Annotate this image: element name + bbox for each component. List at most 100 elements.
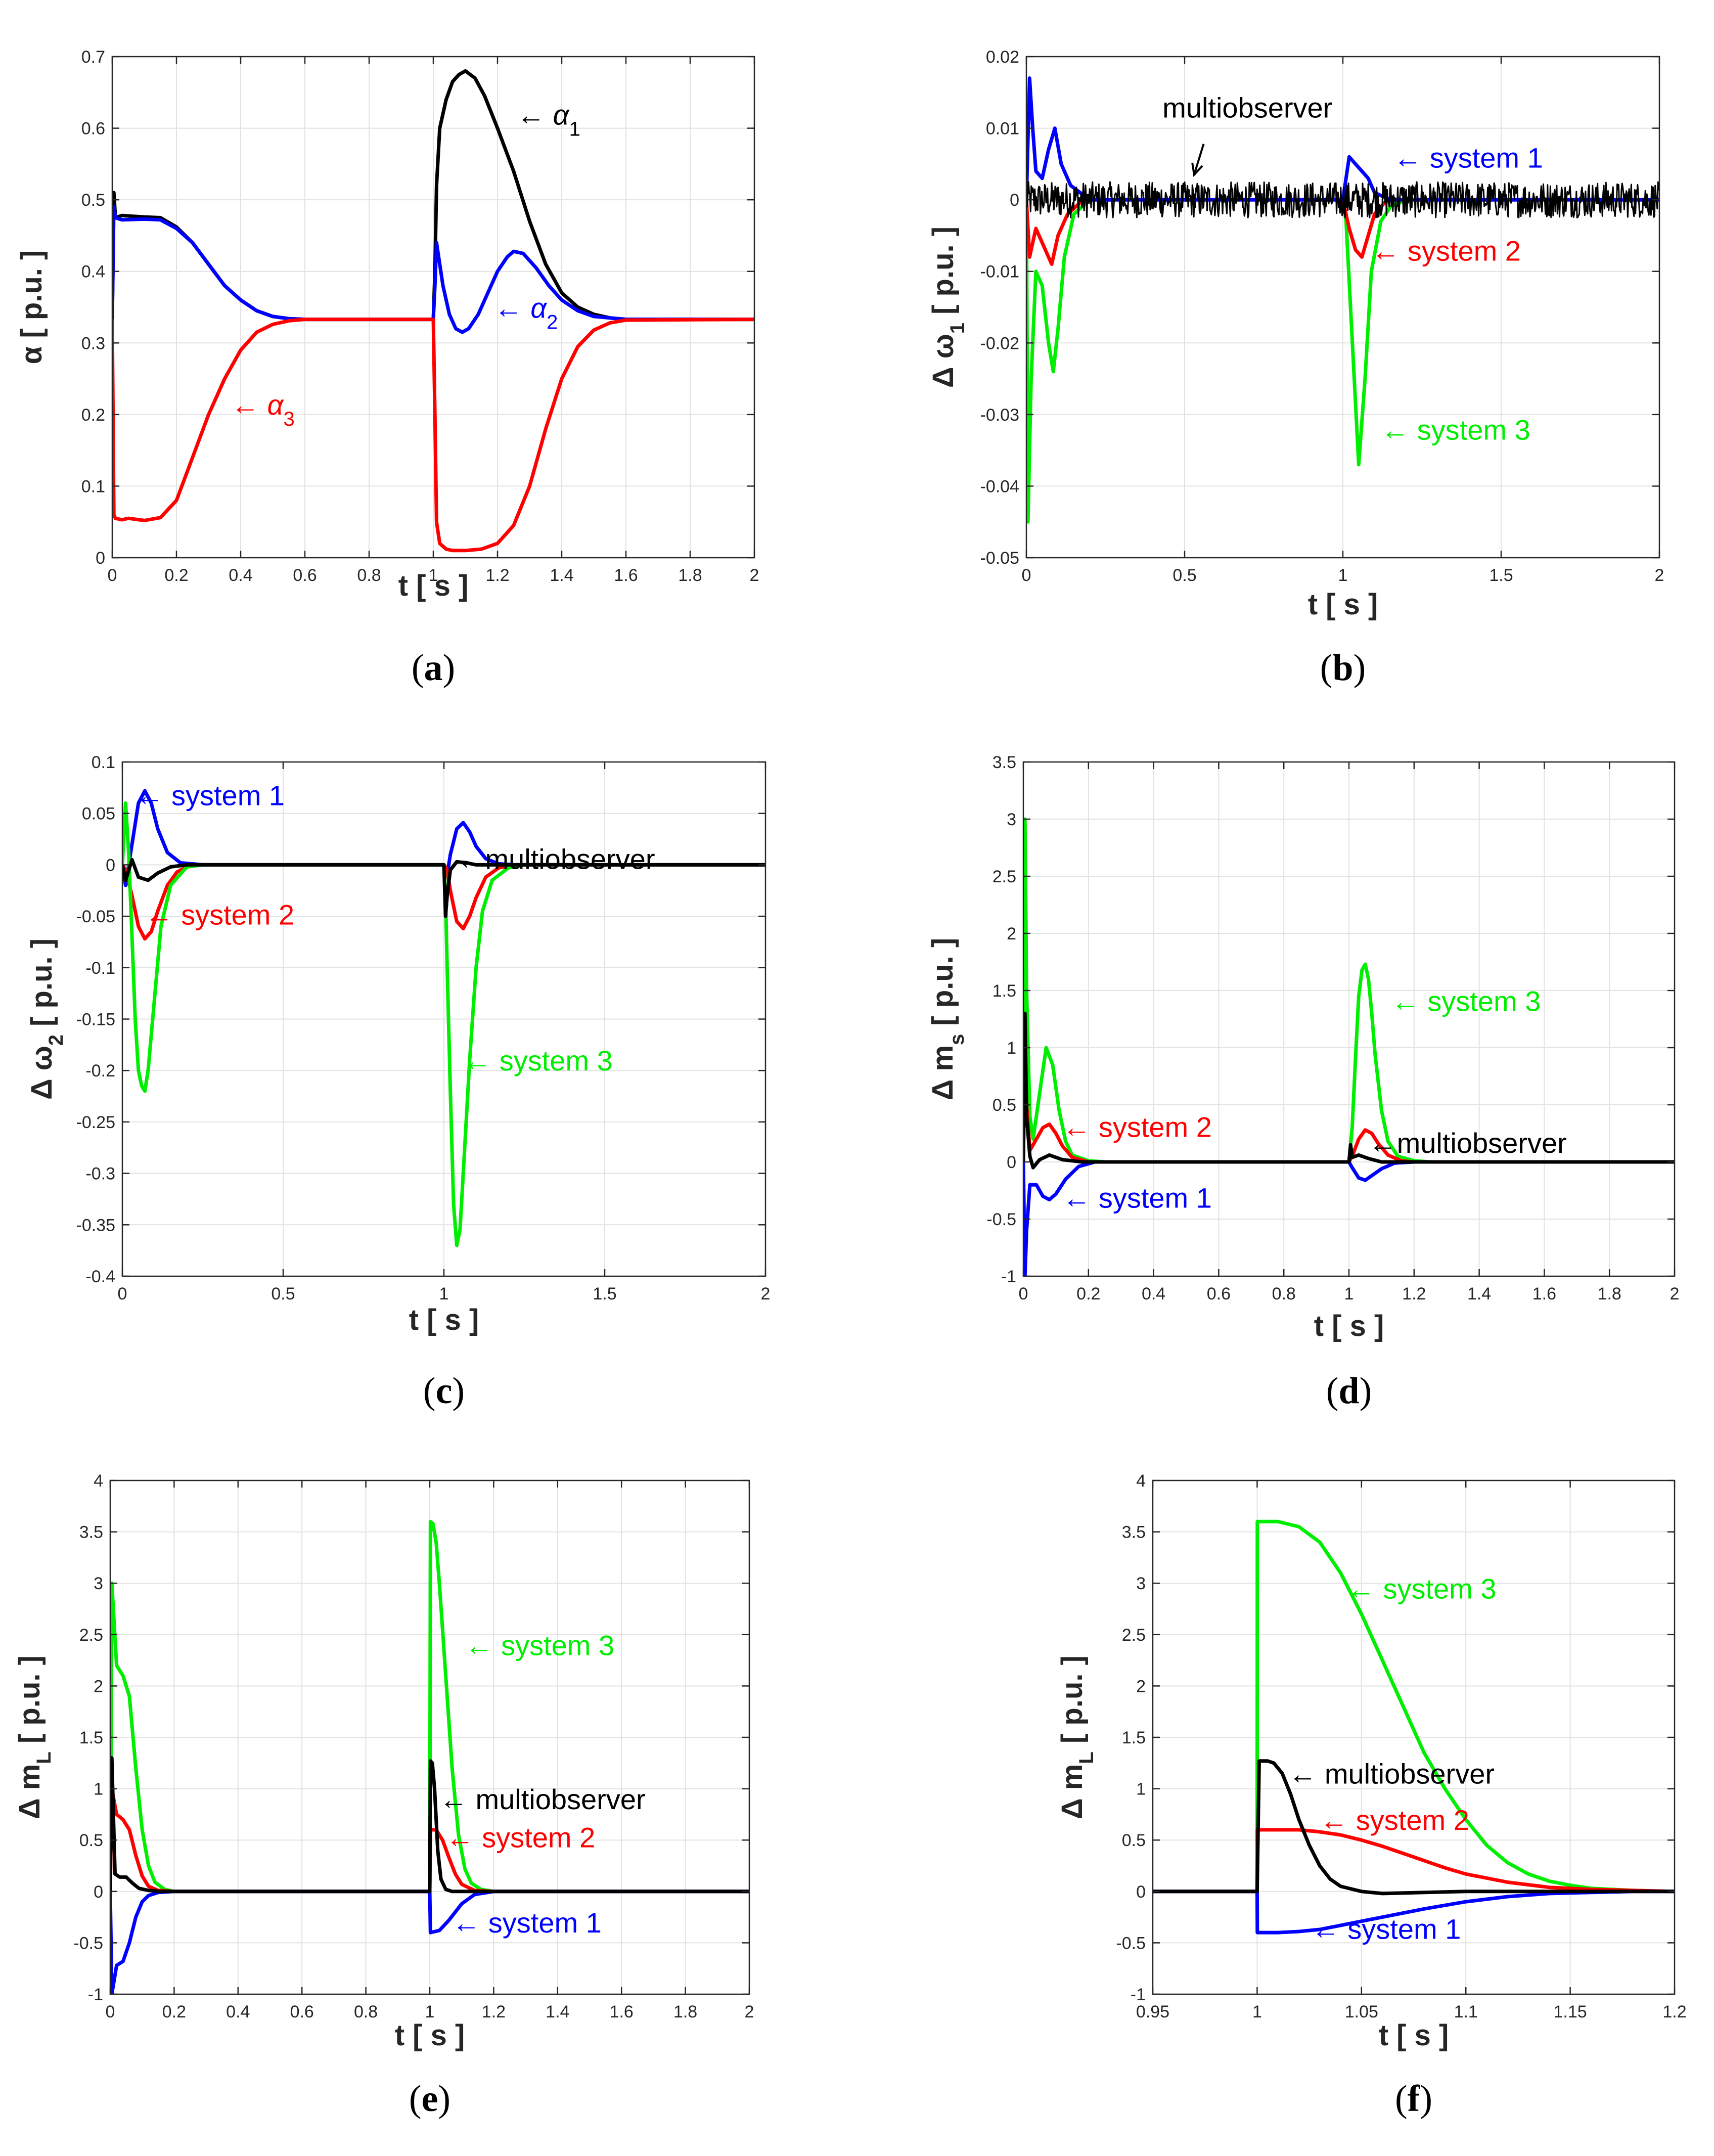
series-line-system-2 [1153,1828,1675,1894]
panel-caption: (c) [423,1370,465,1412]
series-line-multiobserver [1023,1011,1675,1170]
y-tick-label: -0.1 [85,959,115,978]
annotation-label: ← system 1 [1062,1182,1212,1214]
panel-f: 0.95 1 1.05 1.1 1.15 1.2 -1 -0.5 0 0.5 1 1.5 2 2.5 3 3.… [1056,1471,1687,2120]
x-tick-label: 2 [761,1284,771,1304]
panel-e: 0 0.2 0.4 0.6 0.8 1 1.2 1.4 1.6 1.8 2 -1 -0.5 0 0.5 1 1.… [13,1471,754,2120]
x-tick-label: 1.1 [1454,2002,1478,2022]
x-tick-label: 2 [1655,566,1664,585]
y-axis-label: Δ mL [ p.u. ] [13,1655,55,1819]
series-line-system-3 [1153,1519,1675,1894]
y-tick-label: -0.02 [980,334,1020,353]
x-tick-label: 0.8 [354,2002,378,2022]
y-tick-label: 4 [94,1471,103,1491]
y-tick-label: -0.5 [1116,1934,1146,1953]
y-tick-label: 0 [1136,1882,1146,1902]
y-tick-label: 3.5 [1122,1523,1146,1542]
y-tick-label: -1 [88,1985,103,2004]
panel-caption: (d) [1326,1370,1372,1412]
y-tick-label: -0.5 [73,1934,103,1953]
x-tick-label: 0.4 [229,566,252,585]
y-tick-label: -0.04 [980,477,1020,496]
y-tick-label: 0.05 [82,804,115,824]
x-tick-label: 1.4 [550,566,573,585]
y-tick-label: -0.35 [76,1216,116,1235]
y-tick-label: 1.5 [1122,1728,1146,1747]
annotation-label: ← system 1 [452,1907,602,1939]
annotation-label: ← system 2 [1320,1804,1469,1836]
x-tick-label: 0.6 [293,566,317,585]
annotation-arrowhead [1191,162,1203,177]
series-line-multiobserver [122,858,765,918]
annotation-label: ←multiobserver [1369,1127,1567,1159]
annotation-label: ← system 3 [463,1045,613,1076]
series-line-system-1 [1023,1160,1675,1276]
x-tick-label: 1.6 [1532,1284,1556,1304]
annotation-label: ← system 2 [1062,1111,1212,1143]
x-tick-label: 0.6 [1207,1284,1231,1304]
x-tick-label: 0 [1019,1284,1028,1304]
series-line-multiobserver [1026,181,1659,218]
y-tick-label: 0 [94,1882,103,1902]
series-line-α3 [112,318,754,553]
y-axis-label: Δ ω2 [ p.u. ] [25,938,67,1100]
y-axis-label: Δ ms [ p.u. ] [926,938,968,1101]
x-tick-label: 0.4 [1142,1284,1165,1304]
series-group [110,1519,749,1994]
y-tick-label: 2 [94,1677,103,1696]
annotation-label: ← system 2 [145,899,295,930]
x-tick-label: 1.2 [485,566,509,585]
x-axis-label: t [ s ] [1308,588,1378,621]
y-tick-label: 0.6 [81,119,105,139]
x-axis-label: t [ s ] [1314,1310,1384,1342]
annotation-label: ← multiobserver [439,1783,646,1815]
panel-a: 0 0.2 0.4 0.6 0.8 1 1.2 1.4 1.6 1.8 2 0 0.1 0.2 0.3 0.4… [15,48,759,689]
annotation-label: ←multiobserver [457,843,655,875]
annotation-arrow [1193,144,1205,175]
annotation-label: ← system 1 [1312,1913,1461,1945]
series-line-α2 [112,205,754,334]
y-axis-label: Δ ω1 [ p.u. ] [927,227,969,388]
y-tick-label: 1.5 [79,1728,103,1747]
y-tick-label: 3 [94,1574,103,1593]
y-tick-label: 1.5 [993,981,1016,1001]
x-tick-label: 0.5 [1172,566,1196,585]
x-tick-label: 1.05 [1345,2002,1378,2022]
x-axis-label: t [ s ] [409,1304,479,1336]
annotation-label: ← system 2 [446,1821,596,1853]
panel-caption: (b) [1320,647,1366,689]
annotation-label: ← system 3 [1381,414,1530,445]
x-tick-label: 1.2 [1402,1284,1426,1304]
y-tick-label: 3.5 [79,1523,103,1542]
x-tick-label: 0.6 [290,2002,314,2022]
series-line-system-1 [1026,76,1659,202]
y-tick-label: 0 [1007,1153,1016,1172]
y-tick-label: -0.15 [76,1010,116,1029]
x-tick-label: 2 [1670,1284,1680,1304]
x-tick-label: 1 [439,1284,449,1304]
y-tick-label: 1 [94,1780,103,1799]
y-tick-label: 0.5 [81,191,105,210]
y-tick-label: -0.05 [76,907,116,926]
y-tick-label: -1 [1131,1985,1146,2004]
x-tick-label: 1.8 [1598,1284,1621,1304]
y-tick-label: 0 [1010,191,1019,210]
x-tick-label: 1.6 [614,566,638,585]
x-tick-label: 1 [1344,1284,1354,1304]
y-tick-label: 0.5 [993,1096,1016,1115]
annotation-label: ← system 1 [1393,142,1543,173]
y-tick-label: -0.4 [85,1267,115,1286]
y-tick-label: 2 [1136,1677,1146,1696]
x-tick-label: 0 [1022,566,1031,585]
x-axis-label: t [ s ] [398,569,469,602]
x-tick-label: 1.4 [546,2002,569,2022]
panel-caption: (e) [409,2078,450,2120]
y-tick-label: 0.5 [1122,1831,1146,1850]
x-tick-label: 0 [118,1284,127,1304]
series-group [112,69,754,553]
panel-c: 0 0.5 1 1.5 2 -0.4 -0.35 -0.3 -0.25 -0.2 -0.15 -0.1… [25,753,770,1412]
annotation-label: ← α1 [517,99,580,140]
y-tick-label: 3.5 [993,753,1016,772]
y-tick-label: 2.5 [1122,1626,1146,1645]
